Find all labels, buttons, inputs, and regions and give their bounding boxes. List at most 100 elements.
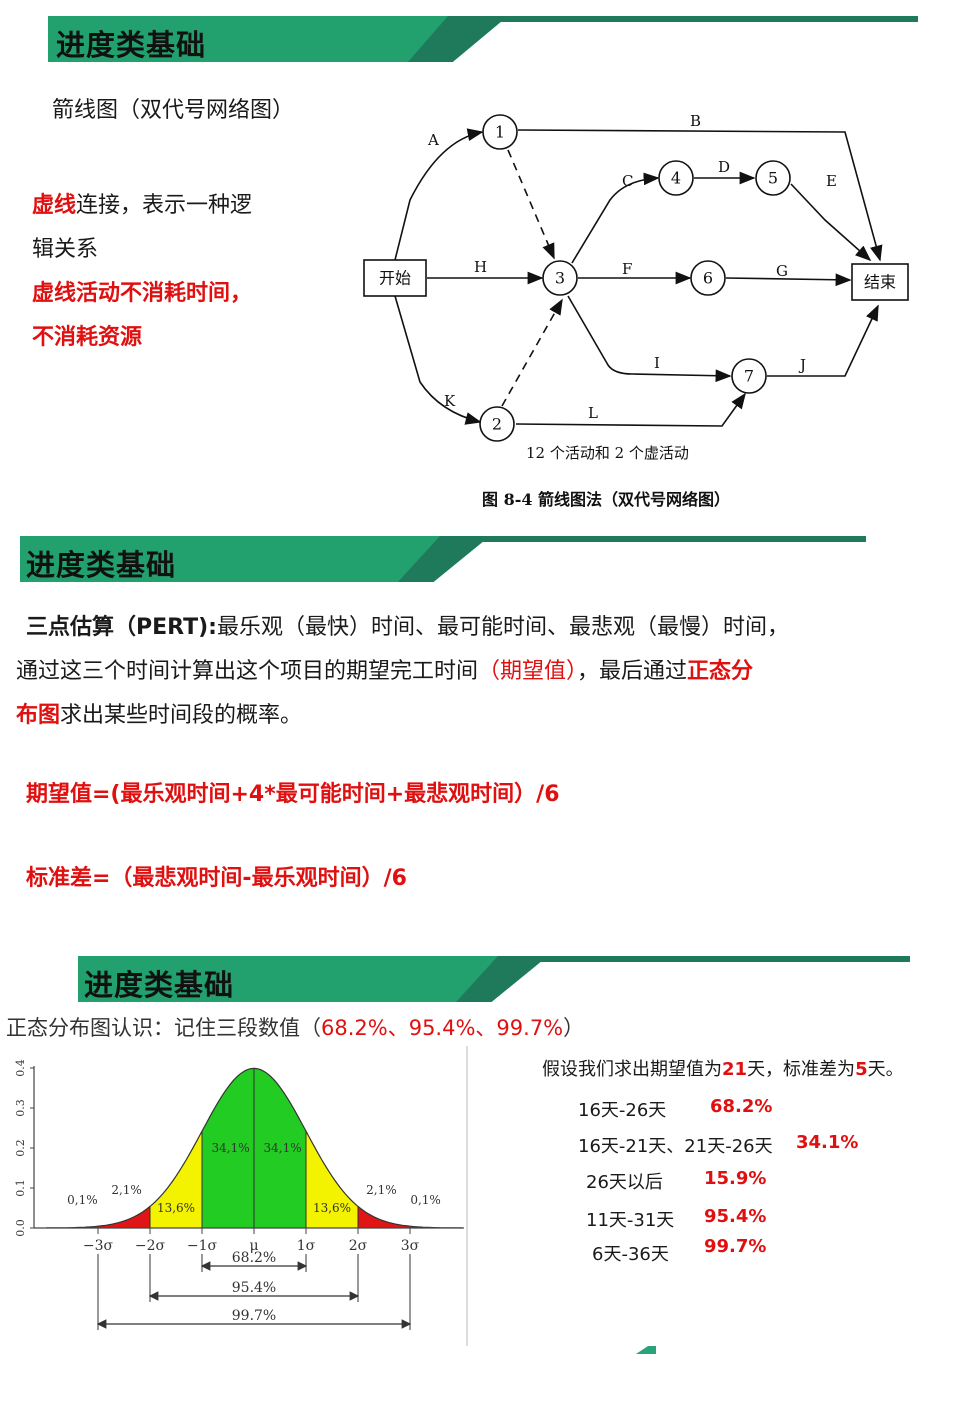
edge-L: [515, 392, 746, 427]
diagram-inner-caption: 12 个活动和 2 个虚活动: [526, 444, 689, 462]
prob-value-3: 15.9%: [704, 1168, 767, 1189]
prob-range-2: 16天-21天、21天-26天: [578, 1136, 773, 1157]
start-label: 开始: [379, 269, 411, 288]
y-tick-label: 0.3: [14, 1099, 27, 1117]
label-L: L: [588, 404, 598, 422]
x-tick-label: 2σ: [349, 1238, 368, 1254]
label-D: D: [718, 158, 730, 176]
pert-normal-a: 正态分: [687, 659, 754, 684]
section3-title: 进度类基础: [84, 968, 235, 1002]
header-line-2: [430, 536, 866, 542]
region-label: 0,1%: [67, 1193, 98, 1207]
region-label: 34,1%: [212, 1141, 250, 1155]
range-label: 95.4%: [232, 1280, 276, 1296]
note-red-3: 不消耗资源: [32, 325, 143, 350]
x-tick-label: −2σ: [135, 1238, 166, 1254]
prob-value-5: 99.7%: [704, 1236, 767, 1257]
region-label: 2,1%: [111, 1183, 142, 1197]
range-label: 68.2%: [232, 1250, 276, 1266]
header-plate-1: [48, 16, 448, 62]
x-tick-label: 3σ: [401, 1238, 420, 1254]
node-4-label: 4: [671, 169, 681, 188]
label-C: C: [622, 172, 633, 190]
edge-C: [571, 172, 660, 264]
y-tick-label: 0.0: [14, 1219, 27, 1237]
edge-A: [394, 128, 484, 261]
corner-mark: [636, 1346, 656, 1354]
region-label: 2,1%: [366, 1183, 397, 1197]
node-7: [731, 358, 767, 394]
region-label: 34,1%: [264, 1141, 302, 1155]
edge-K: [394, 295, 482, 425]
label-A: A: [427, 131, 439, 149]
y-tick-label: 0.2: [14, 1139, 27, 1157]
region-tail-left: [66, 1206, 150, 1228]
note-black-2: 辑关系: [32, 237, 99, 262]
prob-range-4: 11天-31天: [586, 1210, 675, 1231]
arrow-network-diagram: 开始 结束 1 2 3 4 5 6 7 A B C D E F G H I J …: [363, 112, 909, 509]
region-label: 0,1%: [410, 1193, 441, 1207]
end-label: 结束: [864, 273, 896, 292]
range-label: 99.7%: [232, 1308, 276, 1324]
section1-title: 进度类基础: [56, 28, 207, 62]
note-red-2: 虚线活动不消耗时间，: [32, 281, 253, 306]
assume-c: 天。: [867, 1059, 904, 1080]
node-1-label: 1: [495, 123, 505, 142]
formula-stddev: 标准差=（最悲观时间-最乐观时间）/6: [26, 866, 407, 891]
edge-I: [567, 295, 732, 383]
header-line-1: [440, 16, 918, 22]
edge-B: [517, 129, 883, 262]
end-node: [851, 263, 909, 301]
normal-intro-values: 68.2%、95.4%、99.7%: [321, 1016, 564, 1040]
normal-intro-b: ）: [563, 1016, 585, 1040]
pert-expected: （期望值）: [478, 659, 578, 684]
prob-value-2: 34.1%: [796, 1132, 859, 1153]
y-tick-label: 0.1: [14, 1179, 27, 1197]
x-tick-label: μ: [249, 1238, 258, 1254]
node-3-label: 3: [555, 269, 565, 288]
node-6: [690, 260, 726, 296]
pert-term: 三点估算（PERT):: [26, 615, 217, 640]
label-I: I: [654, 354, 660, 372]
y-tick-label: 0.4: [14, 1059, 27, 1077]
node-1: [482, 114, 518, 150]
prob-range-1: 16天-26天: [578, 1100, 667, 1121]
chart-frame-right: [466, 1046, 468, 1346]
note-red-1: 虚线: [32, 193, 77, 218]
pert-line3: 求出某些时间段的概率。: [60, 703, 303, 728]
normal-intro: 正态分布图认识：记住三段数值（68.2%、95.4%、99.7%）: [6, 1012, 584, 1042]
region-label: 13,6%: [157, 1201, 195, 1215]
assume-sd: 5: [855, 1059, 868, 1080]
header-plate-2: [20, 536, 440, 582]
region-label: 13,6%: [313, 1201, 351, 1215]
pert-line2a: 通过这三个时间计算出这个项目的期望完工时间: [16, 659, 479, 684]
assume-mean: 21: [722, 1059, 748, 1080]
x-tick-label: −1σ: [187, 1238, 218, 1254]
x-tick-label: −3σ: [83, 1238, 114, 1254]
dummy-note: 虚线连接，表示一种逻 辑关系 虚线活动不消耗时间， 不消耗资源: [32, 184, 302, 360]
header-line-3: [490, 956, 910, 962]
node-2: [479, 406, 515, 442]
node-2-label: 2: [492, 415, 502, 434]
node-3: [542, 260, 578, 296]
label-K: K: [444, 392, 456, 410]
label-F: F: [622, 260, 632, 278]
note-black-1: 连接，表示一种逻: [76, 193, 253, 218]
node-5: [755, 160, 791, 196]
pert-line1: 最乐观（最快）时间、最可能时间、最悲观（最慢）时间，: [216, 615, 789, 640]
prob-range-5: 6天-36天: [592, 1244, 669, 1265]
normal-curve: [46, 1067, 462, 1229]
diagram-caption: 图 8-4 箭线图法（双代号网络图）: [482, 490, 730, 509]
label-G: G: [776, 262, 788, 280]
pert-normal-b: 布图: [16, 703, 61, 728]
formula-expected: 期望值=(最乐观时间+4*最可能时间+最悲观时间）/6: [26, 782, 560, 807]
edge-dummy-1-3: [507, 149, 555, 260]
edge-G: [725, 273, 852, 287]
edge-J: [767, 304, 879, 377]
region-tail-right: [358, 1206, 442, 1228]
prob-range-3: 26天以后: [586, 1172, 663, 1193]
node-4: [658, 160, 694, 196]
pert-line2b: ，最后通过: [577, 659, 688, 684]
start-node: [363, 259, 427, 297]
node-5-label: 5: [768, 169, 778, 188]
